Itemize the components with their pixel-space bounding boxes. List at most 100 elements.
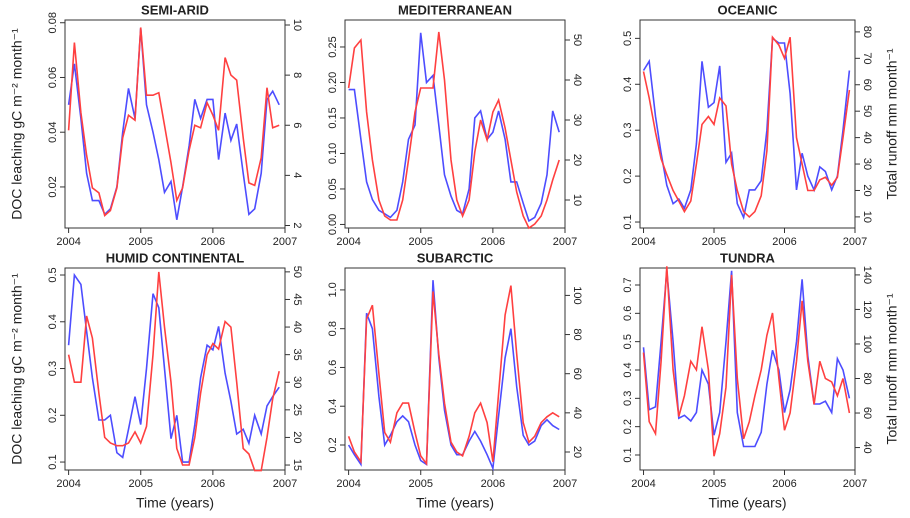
y-tick-label: 0.4 [327, 399, 339, 414]
x-tick-label: 2006 [481, 478, 505, 490]
y-tick-label: 0.05 [327, 178, 339, 199]
data-line [642, 35, 851, 218]
y-tick-label: 40 [291, 321, 303, 333]
y-tick-label: 0.15 [327, 107, 339, 128]
x-tick-label: 2006 [481, 236, 505, 248]
x-tick-label: 2004 [336, 236, 360, 248]
data-line [67, 28, 280, 220]
y-tick-label: 30 [861, 158, 873, 170]
x-tick-label: 2006 [201, 478, 225, 490]
y-tick-label: 0.4 [622, 77, 634, 92]
y-tick-label: 50 [861, 105, 873, 117]
y-tick-label: 60 [571, 368, 583, 380]
y-tick-label: 1.0 [327, 282, 339, 297]
data-line [67, 271, 280, 472]
y-tick-label: 0.20 [327, 72, 339, 93]
plot-frame [639, 267, 856, 471]
y-tick-label: 0.4 [622, 362, 634, 377]
x-tick-label: 2006 [201, 236, 225, 248]
panel-title: HUMID CONTINENTAL [106, 250, 244, 265]
x-tick-label: 2006 [772, 478, 796, 490]
x-tick-label: 2005 [702, 236, 726, 248]
y-tick-label: 30 [571, 114, 583, 126]
y-tick-label: 0.6 [327, 360, 339, 375]
data-line [347, 280, 560, 472]
y-tick-label: 20 [861, 184, 873, 196]
y-tick-label: 20 [571, 154, 583, 166]
y-tick-label: 0.1 [622, 447, 634, 462]
y-tick-label: 20 [571, 446, 583, 458]
y-tick-label: 60 [861, 407, 873, 419]
y-tick-label: 25 [291, 404, 303, 416]
plot-frame [64, 19, 286, 229]
y-tick-label: 0.5 [622, 334, 634, 349]
x-tick-label: 2004 [336, 478, 360, 490]
y-tick-label: 50 [571, 34, 583, 46]
x-tick-label: 2007 [273, 236, 297, 248]
x-tick-label: 2007 [843, 236, 867, 248]
x-tick-label: 2004 [56, 478, 80, 490]
y-tick-label: 4 [291, 172, 303, 178]
y-tick-label: 2 [291, 222, 303, 228]
panel-title: MEDITERRANEAN [398, 2, 512, 17]
y-tick-label: 0.00 [327, 214, 339, 235]
data-line [67, 27, 280, 217]
y-tick-label: 10 [861, 211, 873, 223]
y-tick-label: 0.10 [327, 143, 339, 164]
x-tick-label: 2005 [128, 478, 152, 490]
y-tick-label: 15 [291, 459, 303, 471]
plot-frame [64, 267, 286, 471]
panel-title: TUNDRA [720, 250, 775, 265]
data-line [347, 285, 560, 467]
x-tick-label: 2004 [631, 478, 655, 490]
y-tick-label: 100 [861, 335, 873, 353]
y-tick-label: 60 [861, 79, 873, 91]
y-tick-label: 0.5 [47, 267, 59, 282]
y-tick-label: 0.3 [47, 361, 59, 376]
data-line [642, 36, 851, 220]
y-tick-label: 0.25 [327, 36, 339, 57]
x-tick-label: 2007 [553, 236, 577, 248]
y-tick-label: 0.5 [622, 31, 634, 46]
y-tick-label: 0.4 [47, 314, 59, 329]
data-line [348, 32, 560, 223]
y-tick-label: 80 [571, 328, 583, 340]
y-tick-label: 40 [861, 131, 873, 143]
y-tick-label: 0.2 [47, 408, 59, 423]
y-tick-label: 50 [291, 266, 303, 278]
y-tick-label: 0.08 [47, 12, 59, 33]
y-tick-label: 35 [291, 349, 303, 361]
y2-axis-label: Total runoff mm month⁻¹ [884, 48, 900, 199]
x-tick-label: 2005 [128, 236, 152, 248]
y-tick-label: 0.02 [47, 176, 59, 197]
x-tick-label: 2007 [843, 478, 867, 490]
y2-axis-label: Total runoff mm month⁻¹ [884, 293, 900, 444]
y-tick-label: 0.06 [47, 67, 59, 88]
y-tick-label: 45 [291, 293, 303, 305]
y-tick-label: 10 [291, 19, 303, 31]
x-tick-label: 2006 [772, 236, 796, 248]
panel-title: SUBARCTIC [417, 250, 494, 265]
x-axis-label: Time (years) [416, 495, 494, 511]
y-tick-label: 80 [861, 26, 873, 38]
y-tick-label: 30 [291, 376, 303, 388]
y-tick-label: 0.3 [622, 391, 634, 406]
y-tick-label: 100 [571, 286, 583, 304]
y-tick-label: 0.2 [622, 419, 634, 434]
y-tick-label: 0.7 [622, 277, 634, 292]
y-axis-label: DOC leaching gC m⁻² month⁻¹ [9, 28, 25, 220]
y-tick-label: 80 [861, 372, 873, 384]
plot-frame [639, 19, 856, 229]
x-tick-label: 2004 [56, 236, 80, 248]
y-tick-label: 10 [571, 194, 583, 206]
y-tick-label: 140 [861, 266, 873, 284]
x-tick-label: 2005 [408, 236, 432, 248]
y-tick-label: 120 [861, 300, 873, 318]
y-axis-label: DOC leaching gC m⁻² month⁻¹ [9, 273, 25, 465]
y-tick-label: 20 [291, 431, 303, 443]
x-tick-label: 2005 [702, 478, 726, 490]
y-tick-label: 0.04 [47, 121, 59, 142]
y-tick-label: 40 [571, 74, 583, 86]
y-tick-label: 40 [571, 407, 583, 419]
